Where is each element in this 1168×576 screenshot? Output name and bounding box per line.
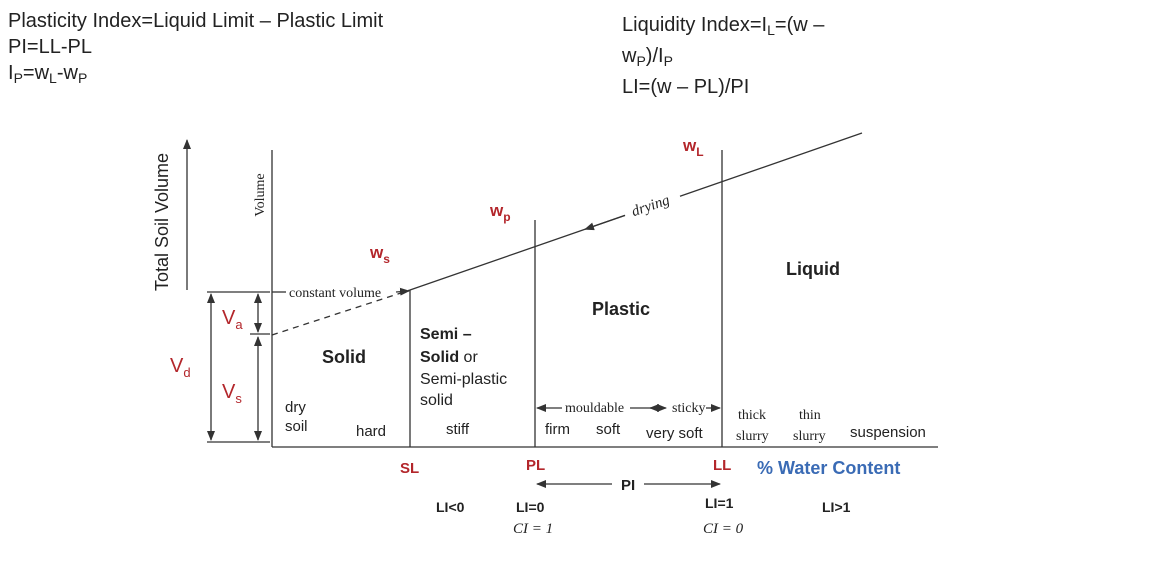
sub: a bbox=[235, 317, 243, 332]
volume-line bbox=[679, 132, 863, 197]
label: mouldable bbox=[565, 401, 624, 416]
label: constant volume bbox=[289, 286, 381, 301]
text: w bbox=[369, 243, 384, 262]
axis-label: Total Soil Volume bbox=[152, 153, 172, 291]
label: ws bbox=[369, 243, 390, 266]
sub: L bbox=[696, 145, 703, 159]
text: or bbox=[459, 349, 478, 366]
limit-label: SL bbox=[400, 460, 419, 477]
label: CI = 0 bbox=[703, 521, 744, 537]
state: hard bbox=[356, 423, 386, 440]
label: CI = 1 bbox=[513, 521, 553, 537]
text: PI=LL-PL bbox=[8, 36, 92, 58]
label: wp bbox=[489, 201, 511, 224]
text: Plasticity Index=Liquid Limit – Plastic … bbox=[8, 10, 384, 32]
state: slurry bbox=[736, 429, 769, 444]
formula-line: IP=wL-wP bbox=[8, 60, 383, 91]
state: firm bbox=[545, 421, 570, 438]
drying-arrow bbox=[584, 214, 626, 231]
label: Va bbox=[222, 307, 243, 332]
sub: P bbox=[636, 53, 646, 69]
sub: p bbox=[503, 210, 510, 224]
sub: P bbox=[77, 70, 88, 86]
state: stiff bbox=[446, 421, 470, 438]
formula-line: wP)/IP bbox=[622, 43, 824, 74]
formula-left: Plasticity Index=Liquid Limit – Plastic … bbox=[8, 8, 383, 91]
label: drying bbox=[630, 192, 673, 220]
label: LI<0 bbox=[436, 499, 465, 515]
sub: s bbox=[383, 252, 390, 266]
text: w bbox=[622, 45, 637, 67]
state: thin bbox=[799, 408, 821, 423]
text: w bbox=[682, 136, 697, 155]
state: dry bbox=[285, 399, 306, 416]
sub: P bbox=[13, 70, 23, 86]
label: Vd bbox=[170, 355, 191, 380]
axis-label: % Water Content bbox=[757, 458, 900, 478]
sub: s bbox=[235, 391, 242, 406]
label: LI=1 bbox=[705, 495, 734, 511]
region: Solid or bbox=[420, 349, 478, 366]
text: Liquidity Index=I bbox=[622, 14, 768, 36]
label: Vs bbox=[222, 381, 242, 406]
region: Semi – bbox=[420, 326, 472, 343]
label: sticky bbox=[672, 401, 705, 416]
formula-line: LI=(w – PL)/PI bbox=[622, 74, 824, 100]
label: PI bbox=[621, 477, 635, 494]
text: V bbox=[222, 381, 236, 403]
region: Liquid bbox=[786, 259, 840, 279]
text: =(w – bbox=[774, 14, 825, 36]
text: V bbox=[222, 307, 236, 329]
state: thick bbox=[738, 408, 766, 423]
sub: L bbox=[767, 22, 775, 38]
region: Plastic bbox=[592, 299, 650, 319]
state: soil bbox=[285, 418, 308, 435]
cv-arrow bbox=[395, 287, 410, 296]
text: I bbox=[8, 62, 14, 84]
sub: L bbox=[49, 70, 57, 86]
state: soft bbox=[596, 421, 621, 438]
label: LI=0 bbox=[516, 499, 545, 515]
limit-label: PL bbox=[526, 457, 545, 474]
formula-line: PI=LL-PL bbox=[8, 34, 383, 60]
formula-line: Liquidity Index=IL=(w – bbox=[622, 12, 824, 43]
sub: d bbox=[183, 365, 190, 380]
text: w bbox=[489, 201, 504, 220]
label: LI>1 bbox=[822, 499, 851, 515]
text: =w bbox=[22, 62, 50, 84]
region: Solid bbox=[322, 347, 366, 367]
state: slurry bbox=[793, 429, 826, 444]
text: -w bbox=[56, 62, 78, 84]
text: )/I bbox=[645, 45, 664, 67]
axis-label: Volume bbox=[253, 173, 268, 216]
text: V bbox=[170, 355, 184, 377]
state: very soft bbox=[646, 425, 704, 442]
label: wL bbox=[682, 136, 704, 159]
text: LI=(w – PL)/PI bbox=[622, 76, 750, 98]
dashed-line bbox=[271, 289, 411, 336]
limit-label: LL bbox=[713, 457, 731, 474]
sub: P bbox=[663, 53, 673, 69]
formula-line: Plasticity Index=Liquid Limit – Plastic … bbox=[8, 8, 383, 34]
text: Solid bbox=[420, 349, 459, 366]
formula-right: Liquidity Index=IL=(w – wP)/IP LI=(w – P… bbox=[622, 12, 824, 100]
region: solid bbox=[420, 392, 453, 409]
region: Semi-plastic bbox=[420, 371, 507, 388]
lines bbox=[183, 132, 938, 488]
state: suspension bbox=[850, 424, 926, 441]
